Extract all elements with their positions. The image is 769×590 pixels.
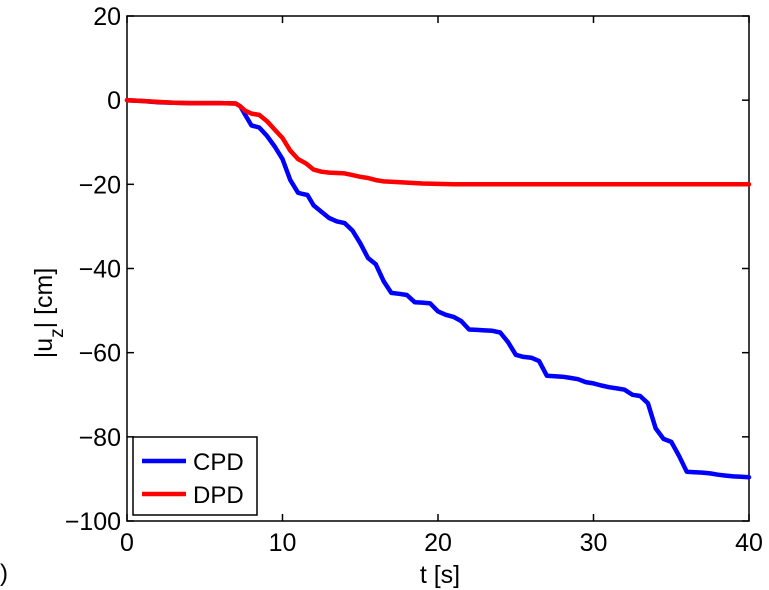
x-tick-label: 10 <box>269 529 297 557</box>
legend-label-cpd: CPD <box>193 449 244 476</box>
y-tick-label: −20 <box>79 171 121 199</box>
y-tick-label: 0 <box>107 87 121 115</box>
x-tick-label: 0 <box>120 529 134 557</box>
y-tick-label: −40 <box>79 256 121 284</box>
x-axis: 0 10 20 30 40 <box>120 16 763 557</box>
x-tick-label: 30 <box>580 529 608 557</box>
series-line-dpd <box>124 97 752 187</box>
series-layer <box>124 97 752 480</box>
x-tick-label: 40 <box>735 529 763 557</box>
series-line-cpd <box>124 97 752 480</box>
legend-box <box>132 436 258 516</box>
y-tick-label: −60 <box>79 340 121 368</box>
corner-mark: ) <box>0 560 8 587</box>
svg-text:|uz| [cm]: |uz| [cm] <box>30 268 68 359</box>
x-tick-label: 20 <box>424 529 452 557</box>
plot-area: 0 10 20 30 40 20 0 −20 −40 −60 −80 −100 <box>65 3 763 557</box>
y-tick-label: −100 <box>65 508 121 536</box>
y-tick-label: −80 <box>79 424 121 452</box>
y-axis-label: |uz| [cm] <box>30 268 68 359</box>
y-axis: 20 0 −20 −40 −60 −80 −100 <box>65 3 749 536</box>
x-axis-label: t [s] <box>420 561 460 589</box>
y-tick-label: 20 <box>93 3 121 31</box>
legend-label-dpd: DPD <box>193 482 244 509</box>
legend: CPD DPD <box>132 436 258 516</box>
